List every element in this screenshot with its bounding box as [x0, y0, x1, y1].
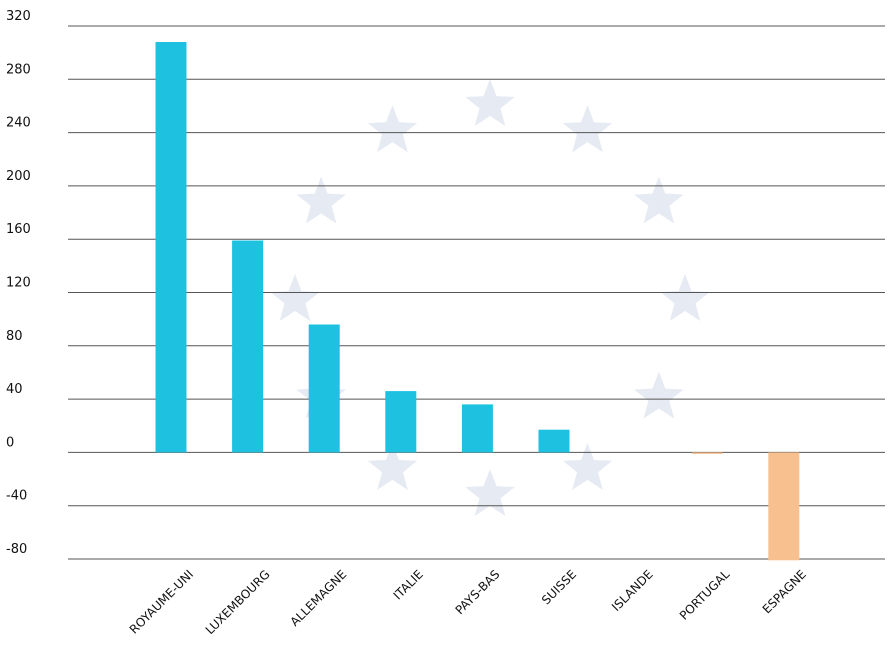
x-tick-label: ESPAGNE — [760, 567, 809, 616]
star-icon — [465, 79, 515, 126]
bar — [768, 452, 800, 561]
star-icon — [367, 105, 418, 153]
x-tick-label: LUXEMBOURG — [203, 567, 273, 637]
star-icon — [634, 371, 684, 419]
x-tick-label: PORTUGAL — [677, 567, 733, 623]
eu-stars-watermark — [270, 79, 710, 516]
bar — [232, 240, 264, 453]
y-tick-label: 320 — [6, 9, 31, 24]
y-tick-label: 160 — [6, 222, 31, 237]
y-tick-label: 80 — [6, 329, 23, 344]
y-tick-label: 280 — [6, 62, 31, 77]
x-tick-label: ISLANDE — [609, 567, 656, 614]
x-tick-label: ITALIE — [391, 567, 426, 602]
bar — [155, 42, 187, 453]
x-tick-label: ROYAUME-UNI — [127, 567, 196, 636]
y-tick-label: 40 — [6, 382, 23, 397]
x-axis-labels: ROYAUME-UNI LUXEMBOURG ALLEMAGNE ITALIE PAYS… — [127, 567, 809, 637]
star-icon — [465, 469, 515, 516]
x-tick-label: ALLEMAGNE — [288, 567, 350, 629]
x-tick-label: PAYS-BAS — [453, 567, 503, 617]
y-tick-label: -40 — [6, 489, 27, 504]
star-icon — [367, 442, 418, 490]
star-icon — [634, 176, 684, 224]
bar — [691, 452, 723, 454]
star-icon — [270, 274, 320, 321]
y-tick-label: 200 — [6, 169, 31, 184]
star-icon — [296, 176, 346, 224]
y-tick-label: 240 — [6, 116, 31, 131]
bar — [461, 404, 493, 453]
y-tick-label: 0 — [6, 435, 14, 450]
y-tick-label: 120 — [6, 276, 31, 291]
star-icon — [660, 274, 710, 321]
y-tick-label: -80 — [6, 542, 27, 557]
bar — [308, 324, 340, 453]
bar — [385, 391, 417, 453]
star-icon — [562, 442, 613, 490]
y-axis-ticks: 320 280 240 200 160 120 80 40 0 -40 -80 — [6, 9, 31, 557]
star-icon — [562, 105, 613, 153]
x-tick-label: SUISSE — [539, 567, 579, 607]
bars — [155, 42, 800, 561]
bar — [538, 429, 570, 453]
